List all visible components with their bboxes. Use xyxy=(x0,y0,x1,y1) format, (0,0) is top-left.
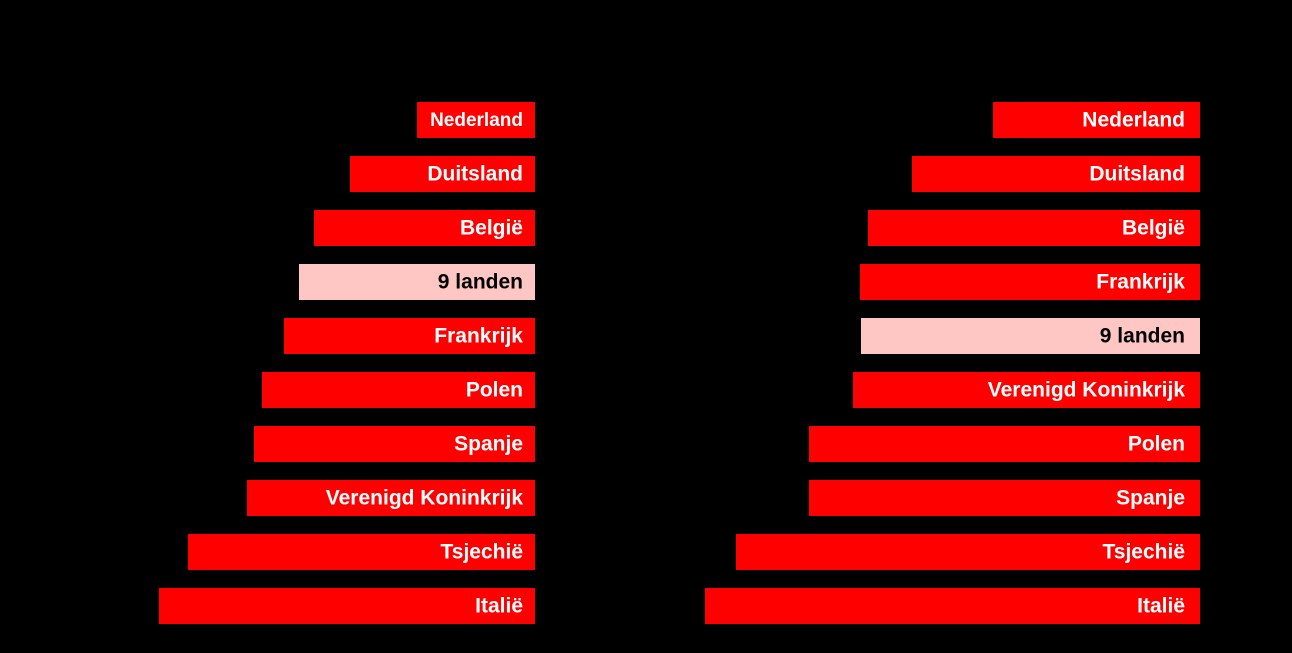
bar xyxy=(868,210,1200,246)
bar xyxy=(284,318,535,354)
bar xyxy=(350,156,535,192)
bar-label: Spanje xyxy=(1116,487,1185,510)
bar-label: Duitsland xyxy=(1089,163,1185,186)
bar xyxy=(159,588,535,624)
bar xyxy=(853,372,1200,408)
bar-label: 9 landen xyxy=(1100,325,1185,348)
bar xyxy=(299,264,535,300)
bar-label: Tsjechië xyxy=(1103,541,1185,564)
bar-label: Frankrijk xyxy=(434,325,523,348)
bar xyxy=(993,102,1200,138)
bar-label: Polen xyxy=(466,379,523,402)
bar-label: Tsjechië xyxy=(441,541,523,564)
bar xyxy=(861,318,1200,354)
bar-label: Nederland xyxy=(1082,109,1185,132)
bar xyxy=(736,534,1200,570)
bar xyxy=(314,210,535,246)
bar xyxy=(417,102,535,138)
bar-label: Verenigd Koninkrijk xyxy=(988,379,1186,402)
bar xyxy=(188,534,535,570)
bar xyxy=(860,264,1200,300)
bar xyxy=(705,588,1200,624)
bar-label: Verenigd Koninkrijk xyxy=(326,487,524,510)
bar-label: Spanje xyxy=(454,433,523,456)
bar-label: Duitsland xyxy=(427,163,523,186)
bar-label: Frankrijk xyxy=(1096,271,1185,294)
bar xyxy=(262,372,535,408)
bar xyxy=(247,480,535,516)
bar-label: België xyxy=(460,217,523,240)
bar xyxy=(809,426,1200,462)
bar-label: Nederland xyxy=(430,110,523,131)
bar xyxy=(809,480,1200,516)
bar xyxy=(912,156,1200,192)
bar xyxy=(254,426,535,462)
bar-label: 9 landen xyxy=(438,271,523,294)
bar-label: België xyxy=(1122,217,1185,240)
bar-label: Italië xyxy=(1137,595,1185,618)
bar-label: Italië xyxy=(475,595,523,618)
bar-label: Polen xyxy=(1128,433,1185,456)
